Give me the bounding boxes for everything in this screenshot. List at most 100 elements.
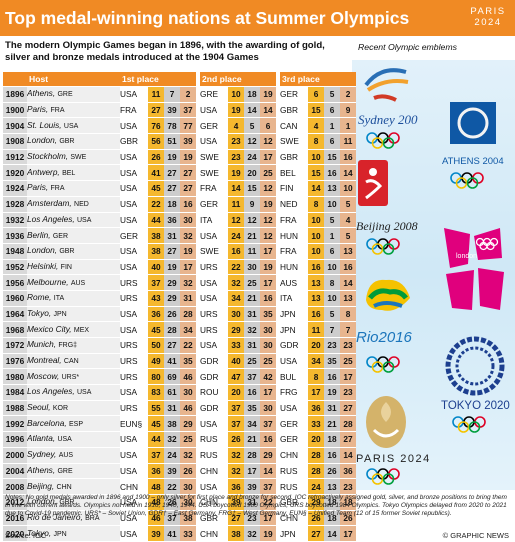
place-1-gold: 41: [148, 164, 164, 182]
place-1-silver: 22: [164, 478, 180, 495]
title-bar: Top medal-winning nations at Summer Olym…: [0, 0, 515, 36]
host-city: Beijing,: [27, 480, 55, 491]
sydney-2000-emblem: Sydney 2000: [358, 68, 418, 149]
place-2-bronze: 19: [260, 259, 276, 276]
place-2-gold: 36: [228, 478, 244, 495]
place-3-bronze: 16: [340, 149, 356, 166]
place-1-bronze: 30: [180, 478, 196, 495]
row-year: 1900: [3, 102, 27, 119]
place-1-country: USA: [120, 212, 148, 229]
host-country-code: USA: [76, 389, 92, 397]
rio-2016-emblem: Rio2016: [356, 279, 413, 373]
place-2-bronze: 30: [260, 321, 276, 338]
host-city: Antwerp,: [27, 166, 60, 177]
row-year: 1972: [3, 337, 27, 354]
host-country-code: FRG‡: [58, 342, 78, 350]
place-1-gold: 45: [148, 180, 164, 197]
row-year: 1984: [3, 384, 27, 401]
place-1-gold: 45: [148, 321, 164, 338]
row-host: Athens, GRE: [27, 463, 120, 480]
place-3-gold: 10: [308, 149, 324, 166]
place-1-silver: 69: [164, 368, 180, 386]
place-1-bronze: 30: [180, 212, 196, 229]
host-city: Atlanta,: [27, 433, 56, 444]
place-1-bronze: 39: [180, 133, 196, 150]
place-1-gold: 56: [148, 133, 164, 150]
place-3-silver: 19: [324, 384, 340, 401]
place-3-bronze: 8: [340, 306, 356, 323]
row-host: London, GBR: [27, 133, 120, 150]
row-host: London, GBR: [27, 494, 120, 511]
place-3-silver: 6: [324, 102, 340, 119]
place-2-gold: 10: [228, 86, 244, 103]
host-city: Athens,: [27, 88, 56, 99]
row-host: Munich, FRG‡: [27, 337, 120, 354]
place-1-gold: 76: [148, 117, 164, 135]
place-1-gold: 11: [148, 86, 164, 103]
place-1-country: GBR: [120, 133, 148, 150]
place-3-country: FRA: [280, 212, 308, 229]
place-2-country: GER: [200, 196, 228, 213]
host-city: Munich,: [27, 339, 57, 350]
place-1-bronze: 46: [180, 368, 196, 386]
place-1-bronze: 46: [180, 400, 196, 417]
place-3-gold: 27: [308, 525, 324, 542]
place-1-silver: 28: [164, 321, 180, 338]
place-1-bronze: 31: [180, 290, 196, 307]
place-2-country: SWE: [200, 149, 228, 166]
place-2-bronze: 14: [260, 463, 276, 480]
host-city: London,: [27, 496, 57, 507]
place-3-silver: 13: [324, 478, 340, 495]
place-1-gold: 80: [148, 368, 164, 386]
host-country-code: ITA: [53, 295, 65, 303]
place-3-gold: 4: [308, 117, 324, 135]
place-3-silver: 26: [324, 463, 340, 480]
table-row: 2012 London, GBR USA 48 26 30 CHN 39 31 22 GBR 29 18…: [3, 494, 356, 511]
row-host: Stockholm, SWE: [27, 149, 120, 166]
place-1-gold: 36: [148, 463, 164, 480]
place-2-country: GBR: [200, 510, 228, 527]
place-1-silver: 27: [164, 164, 180, 182]
place-3-bronze: 18: [340, 494, 356, 511]
place-2-bronze: 16: [260, 431, 276, 448]
place-1-country: USA: [120, 463, 148, 480]
place-3-gold: 13: [308, 290, 324, 307]
place-2-country: ROU: [200, 384, 228, 401]
place-2-bronze: 12: [260, 133, 276, 150]
row-host: Tokyo, JPN: [27, 525, 120, 542]
place-2-country: USA: [200, 415, 228, 433]
host-country-code: MEX: [73, 326, 90, 334]
place-1-silver: 27: [164, 243, 180, 260]
row-year: 2012: [3, 494, 27, 511]
place-3-silver: 6: [324, 133, 340, 150]
table-row: 1908 London, GBR GBR 56 51 39 USA 23 12 12 SWE 8 6 11: [3, 133, 356, 150]
host-country-code: AUS: [58, 452, 74, 460]
place-3-silver: 5: [324, 86, 340, 103]
place-3-country: RUS: [280, 463, 308, 480]
host-country-code: GER: [52, 232, 69, 240]
place-2-country: USA: [200, 478, 228, 495]
tokyo-label: TOKYO 2020: [441, 400, 510, 412]
place-1-country: USA: [120, 321, 148, 338]
place-3-silver: 31: [324, 400, 340, 417]
place-2-bronze: 12: [260, 212, 276, 229]
place-2-country: SWE: [200, 164, 228, 182]
place-1-country: USA: [120, 243, 148, 260]
place-1-bronze: 26: [180, 463, 196, 480]
row-host: Amsterdam, NED: [27, 196, 120, 213]
place-1-bronze: 34: [180, 321, 196, 338]
place-2-silver: 28: [244, 447, 260, 464]
place-2-country: GRE: [200, 86, 228, 103]
row-year: 1896: [3, 86, 27, 103]
place-1-country: URS: [120, 337, 148, 354]
table-row: 1956 Melbourne, AUS URS 37 29 32 USA 32 25 17 AUS 1…: [3, 274, 356, 291]
page-title: Top medal-winning nations at Summer Olym…: [5, 8, 410, 28]
col-3rd-place: 3rd place: [280, 72, 356, 87]
place-1-country: USA: [120, 510, 148, 527]
place-1-country: USA: [120, 259, 148, 276]
place-3-gold: 8: [308, 368, 324, 386]
logo-line-1: PARIS: [470, 6, 506, 17]
row-year: 1920: [3, 164, 27, 182]
row-host: Melbourne, AUS: [27, 274, 120, 291]
host-country-code: KOR: [52, 405, 69, 413]
